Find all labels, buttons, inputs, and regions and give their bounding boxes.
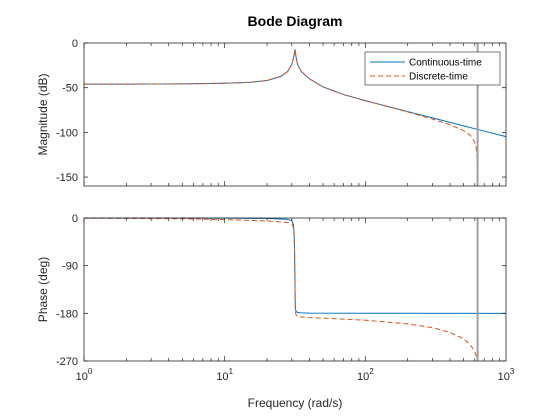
phase-axes-box <box>83 217 507 362</box>
phase-ylabel: Phase (deg) <box>36 257 50 322</box>
legend-label-continuous: Continuous-time <box>409 58 482 69</box>
xtick-label: 102 <box>357 367 374 383</box>
magnitude-panel: 0 -50 -100 -150 Magnitude (dB) Continuous-t… <box>36 38 507 187</box>
magnitude-ytick-label: -100 <box>56 127 78 139</box>
legend: Continuous-time Discrete-time <box>364 51 501 86</box>
phase-ytick-label: 0 <box>72 213 78 225</box>
magnitude-ytick-label: 0 <box>72 38 78 50</box>
xtick-label: 101 <box>216 367 233 383</box>
chart-title: Bode Diagram <box>248 13 343 29</box>
magnitude-axes-box <box>83 42 507 187</box>
legend-box <box>364 51 501 86</box>
phase-ytick-label: -90 <box>62 261 78 273</box>
phase-ytick-label: -180 <box>56 308 78 320</box>
xtick-label: 100 <box>76 367 93 383</box>
magnitude-ylabel: Magnitude (dB) <box>36 73 50 155</box>
phase-ytick-label: -270 <box>56 356 78 368</box>
magnitude-series-discrete <box>84 49 479 187</box>
xtick-label: 103 <box>498 367 515 383</box>
magnitude-ytick-label: -150 <box>56 172 78 184</box>
legend-label-discrete: Discrete-time <box>409 72 468 83</box>
phase-series-discrete <box>83 217 479 362</box>
phase-panel: 0 -90 -180 -270 Phase (deg) <box>36 213 507 368</box>
x-axis-label: Frequency (rad/s) <box>248 396 343 410</box>
magnitude-ytick-label: -50 <box>62 83 78 95</box>
